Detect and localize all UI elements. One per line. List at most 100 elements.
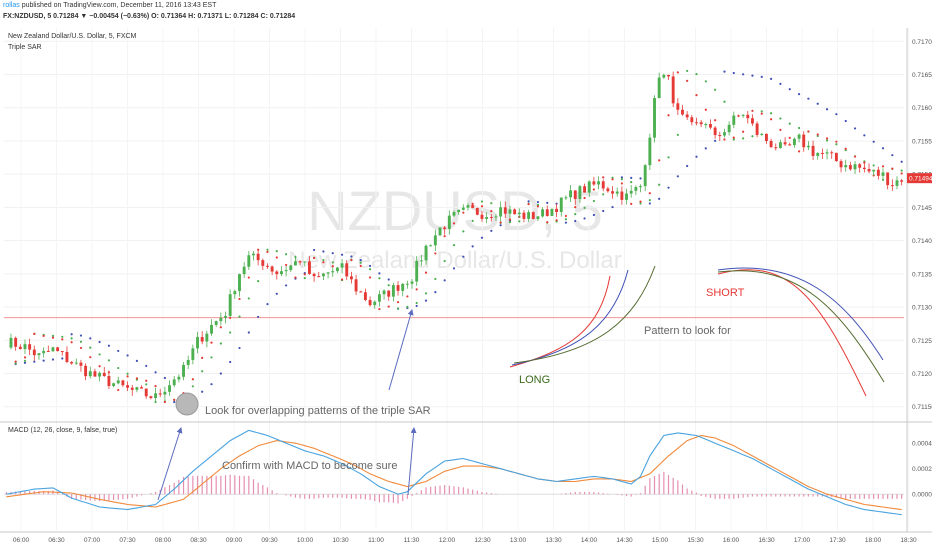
sar-point (527, 200, 530, 203)
candle-body (848, 165, 852, 170)
sar-point (546, 221, 549, 224)
candle-body (499, 207, 503, 217)
time-tick-label: 13:00 (510, 537, 527, 544)
sar-point (462, 230, 465, 233)
candle-body (704, 124, 708, 126)
sar-point (807, 97, 810, 100)
sar-point (723, 70, 726, 73)
sar-point (70, 333, 73, 336)
author-name[interactable]: rollas (3, 2, 20, 9)
sar-point (219, 372, 222, 375)
candle-body (391, 285, 395, 297)
candle-body (163, 391, 167, 395)
candle-body (657, 77, 661, 99)
sar-point (844, 147, 847, 150)
candle-body (149, 396, 153, 399)
sar-point (592, 188, 595, 191)
time-tick-label: 07:30 (119, 537, 136, 544)
sar-point (555, 202, 558, 205)
candle-body (177, 376, 181, 380)
time-tick-label: 08:30 (190, 537, 207, 544)
candle-body (839, 161, 843, 168)
candle-body (597, 181, 601, 185)
sar-point (723, 100, 726, 103)
sar-point (163, 376, 166, 380)
sar-point (322, 258, 325, 262)
candle-body (158, 393, 162, 395)
candle-body (196, 337, 199, 349)
sar-point (154, 385, 157, 388)
sar-point (742, 137, 745, 140)
sar-point (499, 221, 502, 224)
short-curve-red (717, 269, 867, 397)
sar-point (835, 143, 838, 146)
time-tick-label: 14:30 (616, 537, 633, 544)
candle-body (233, 291, 237, 295)
candle-body (615, 191, 619, 194)
sar-point (201, 356, 204, 359)
sar-point (648, 202, 651, 205)
sar-point (219, 326, 222, 329)
candle-body (662, 74, 666, 78)
candle-body (326, 272, 330, 274)
candle-body (713, 127, 717, 136)
candle-body (862, 167, 866, 170)
sar-point (359, 259, 362, 262)
sar-point (564, 221, 568, 224)
candle-body (820, 152, 824, 154)
sar-point (536, 200, 540, 204)
candle-body (135, 387, 139, 390)
sar-point (79, 334, 83, 337)
sar-point (853, 127, 857, 130)
candle-body (377, 294, 381, 302)
sar-point (686, 164, 689, 168)
sar-point (462, 255, 465, 258)
candle-body (834, 152, 838, 162)
candle-body (778, 142, 782, 149)
sar-point (219, 342, 222, 345)
candle-body (513, 209, 517, 215)
candle-body (881, 172, 885, 176)
candle-body (247, 255, 251, 267)
sar-point (667, 156, 670, 159)
sar-point (779, 117, 782, 120)
arrow-macd-2 (407, 427, 417, 496)
sar-point (686, 79, 689, 82)
sar-point (396, 301, 400, 304)
axes[interactable]: 0.717000.716500.716000.715500.715000.714… (0, 28, 932, 544)
candle-body (792, 138, 796, 146)
sar-point (825, 137, 829, 140)
candle-body (900, 180, 904, 182)
sar-point (229, 360, 232, 364)
sar-point (583, 206, 586, 209)
time-tick-label: 10:30 (332, 537, 349, 544)
candle-body (867, 169, 871, 172)
sar-point (555, 219, 558, 222)
sar-point (742, 73, 745, 76)
sar-point (145, 383, 148, 386)
candle-body (266, 265, 269, 267)
candle-body (210, 324, 213, 334)
sar-point (611, 176, 614, 179)
watermark-name: New Zealand Dollar/U.S. Dollar (288, 247, 621, 274)
sar-point (769, 112, 773, 115)
time-tick-label: 08:00 (155, 537, 172, 544)
sar-point (378, 307, 381, 311)
candle-body (116, 380, 120, 384)
candle-body (895, 180, 899, 186)
sar-point (527, 203, 530, 206)
sar-point (210, 383, 213, 386)
sar-point (891, 154, 894, 157)
candle-body (126, 385, 130, 388)
candle-body (559, 197, 563, 213)
sar-point (285, 284, 288, 287)
sar-point (704, 80, 707, 83)
sar-point (368, 268, 372, 271)
candle-body (806, 145, 810, 148)
sar-point (835, 113, 838, 116)
time-tick-label: 11:00 (368, 537, 384, 544)
sar-point (518, 220, 521, 223)
